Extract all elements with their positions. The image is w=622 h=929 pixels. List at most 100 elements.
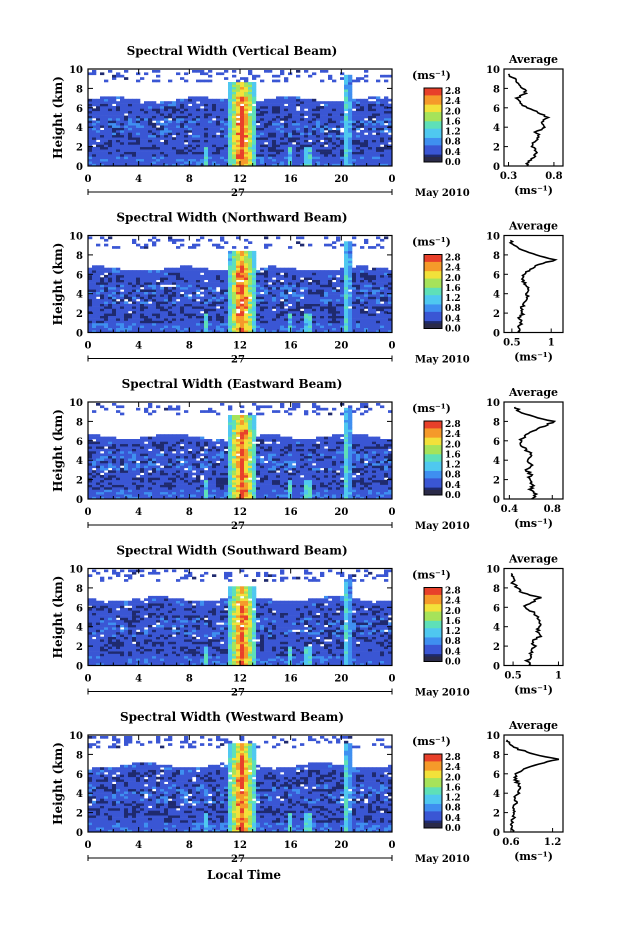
heatmap-cell (216, 108, 221, 112)
heatmap-cell (264, 313, 269, 316)
heatmap-cell (244, 91, 249, 95)
heatmap-cell (100, 139, 105, 143)
heatmap-cell (136, 303, 141, 307)
heatmap-cell (168, 267, 173, 271)
colorbar-swatch (424, 289, 442, 292)
heatmap-cell (292, 279, 297, 283)
heatmap-cell (108, 325, 113, 328)
heatmap-cell (176, 284, 181, 288)
heatmap-cell (272, 282, 277, 285)
heatmap-cell (372, 277, 377, 280)
heatmap-cell (248, 127, 253, 131)
heatmap-cell (332, 163, 337, 167)
heatmap-cell (160, 330, 165, 333)
heatmap-cell (304, 146, 309, 150)
heatmap-cell (220, 322, 225, 326)
heatmap-cell (308, 306, 313, 309)
heatmap-cell (124, 98, 129, 102)
heatmap-cell (248, 250, 253, 254)
heatmap-cell (288, 156, 293, 160)
heatmap-cell (128, 113, 133, 116)
heatmap-cell (196, 110, 201, 114)
heatmap-cell (196, 270, 201, 273)
heatmap-cell (124, 472, 129, 476)
heatmap-cell (280, 315, 285, 319)
heatmap-cell (140, 448, 145, 452)
heatmap-cell (196, 120, 201, 124)
heatmap-cell (204, 318, 209, 321)
heatmap-cell (96, 470, 101, 473)
heatmap-cell (236, 262, 241, 266)
x-tick-label: 0 (85, 174, 92, 185)
heatmap-cell (152, 108, 157, 112)
heatmap-cell (156, 70, 161, 73)
heatmap-cell (128, 156, 133, 160)
heatmap-cell (356, 306, 361, 309)
heatmap-cell (356, 284, 361, 288)
heatmap-cell (168, 134, 173, 138)
heatmap-cell (356, 106, 361, 109)
heatmap-cell (136, 120, 141, 124)
heatmap-cell (224, 291, 229, 295)
heatmap-cell (320, 125, 325, 128)
heatmap-cell (152, 272, 157, 276)
heatmap-cell (136, 243, 141, 247)
heatmap-cell (312, 142, 317, 145)
heatmap-cell (200, 325, 205, 328)
heatmap-cell (272, 127, 277, 131)
heatmap-cell (212, 137, 217, 140)
heatmap-cell (116, 482, 121, 485)
heatmap-cell (292, 267, 297, 271)
heatmap-cell (364, 270, 369, 273)
heatmap-cell (228, 137, 233, 140)
heatmap-cell (288, 72, 293, 76)
heatmap-cell (388, 322, 393, 326)
heatmap-cell (296, 301, 301, 304)
heatmap-cell (308, 243, 313, 247)
heatmap-cell (216, 327, 221, 331)
heatmap-cell (252, 250, 257, 254)
heatmap-cell (228, 151, 233, 155)
heatmap-cell (100, 455, 105, 459)
heatmap-cell (188, 154, 193, 157)
heatmap-cell (108, 487, 113, 490)
heatmap-cell (252, 113, 257, 116)
heatmap-cell (360, 310, 365, 314)
heatmap-cell (200, 274, 205, 278)
heatmap-cell (184, 267, 189, 271)
heatmap-cell (384, 142, 389, 145)
heatmap-cell (180, 327, 185, 331)
heatmap-cell (272, 98, 277, 102)
heatmap-cell (384, 103, 389, 107)
heatmap-cell (100, 96, 105, 100)
heatmap-cell (88, 301, 93, 304)
heatmap-cell (156, 122, 161, 126)
heatmap-cell (184, 149, 189, 152)
heatmap-cell (140, 246, 145, 249)
heatmap-cell (192, 130, 197, 133)
heatmap-cell (328, 306, 333, 309)
heatmap-cell (388, 113, 393, 116)
heatmap-cell (208, 270, 213, 273)
heatmap-cell (388, 115, 393, 119)
heatmap-cell (380, 139, 385, 143)
heatmap-cell (92, 458, 97, 461)
heatmap-cell (244, 313, 249, 316)
heatmap-cell (120, 475, 125, 478)
heatmap-cell (320, 274, 325, 278)
heatmap-cell (212, 134, 217, 138)
heatmap-cell (164, 289, 169, 292)
heatmap-cell (220, 146, 225, 150)
heatmap-cell (88, 139, 93, 143)
heatmap-cell (256, 284, 261, 288)
heatmap-cell (388, 127, 393, 131)
heatmap-cell (360, 315, 365, 319)
heatmap-cell (148, 142, 153, 145)
heatmap-cell (136, 294, 141, 297)
heatmap-cell (384, 267, 389, 271)
heatmap-cell (224, 101, 229, 104)
day-label: 27 (231, 355, 245, 366)
heatmap-cell (256, 158, 261, 162)
heatmap-cell (360, 318, 365, 321)
heatmap-cell (280, 118, 285, 121)
